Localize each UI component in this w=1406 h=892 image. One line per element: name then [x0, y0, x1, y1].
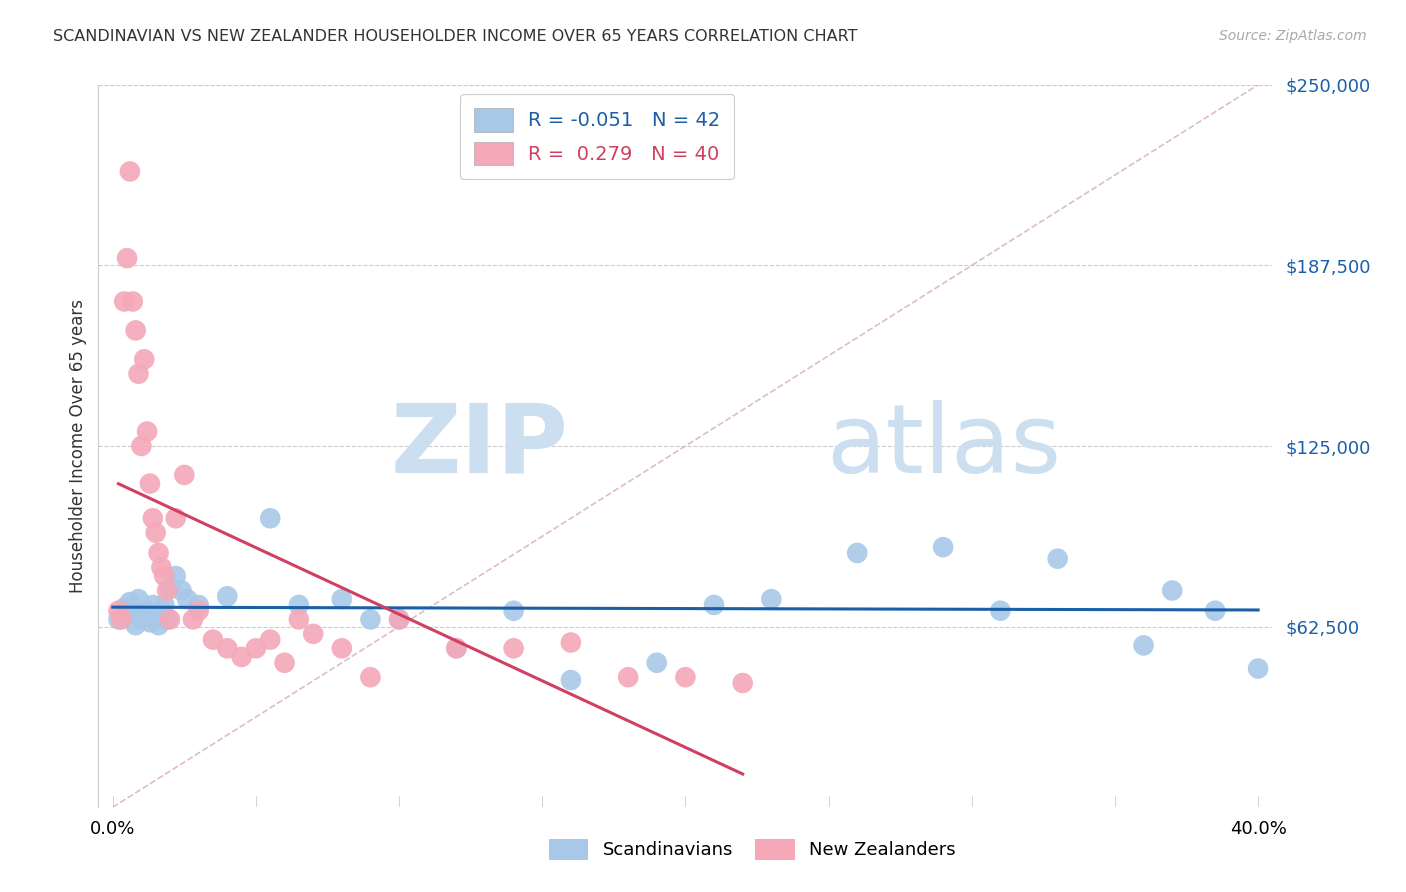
- Point: [388, 612, 411, 626]
- Point: [112, 600, 135, 615]
- Point: [359, 612, 381, 626]
- Point: [446, 641, 468, 656]
- Point: [156, 612, 179, 626]
- Point: [145, 607, 167, 621]
- Legend: R = -0.051   N = 42, R =  0.279   N = 40: R = -0.051 N = 42, R = 0.279 N = 40: [460, 95, 734, 179]
- Point: [201, 632, 224, 647]
- Point: [159, 612, 181, 626]
- Point: [124, 323, 146, 337]
- Point: [139, 615, 162, 630]
- Point: [128, 592, 150, 607]
- Point: [115, 251, 138, 265]
- Point: [446, 641, 468, 656]
- Point: [187, 598, 209, 612]
- Point: [1204, 604, 1226, 618]
- Point: [136, 425, 159, 439]
- Point: [560, 673, 582, 687]
- Point: [1161, 583, 1184, 598]
- Point: [156, 583, 179, 598]
- Point: [153, 569, 176, 583]
- Point: [124, 618, 146, 632]
- Point: [150, 604, 173, 618]
- Text: atlas: atlas: [827, 400, 1062, 492]
- Point: [846, 546, 869, 560]
- Point: [259, 511, 281, 525]
- Point: [148, 618, 170, 632]
- Point: [139, 476, 162, 491]
- Point: [231, 650, 253, 665]
- Point: [288, 598, 311, 612]
- Point: [118, 595, 141, 609]
- Point: [675, 670, 697, 684]
- Point: [560, 635, 582, 649]
- Point: [134, 352, 156, 367]
- Point: [148, 546, 170, 560]
- Point: [359, 670, 381, 684]
- Point: [217, 641, 239, 656]
- Point: [990, 604, 1012, 618]
- Text: SCANDINAVIAN VS NEW ZEALANDER HOUSEHOLDER INCOME OVER 65 YEARS CORRELATION CHART: SCANDINAVIAN VS NEW ZEALANDER HOUSEHOLDE…: [53, 29, 858, 45]
- Point: [1247, 661, 1270, 675]
- Point: [159, 581, 181, 595]
- Point: [134, 609, 156, 624]
- Point: [170, 583, 193, 598]
- Point: [388, 612, 411, 626]
- Y-axis label: Householder Income Over 65 years: Householder Income Over 65 years: [69, 299, 87, 593]
- Point: [502, 604, 524, 618]
- Point: [121, 607, 143, 621]
- Point: [181, 612, 204, 626]
- Point: [128, 367, 150, 381]
- Point: [645, 656, 668, 670]
- Point: [110, 612, 132, 626]
- Point: [107, 604, 129, 618]
- Point: [165, 511, 187, 525]
- Point: [131, 612, 153, 626]
- Point: [1132, 639, 1154, 653]
- Point: [761, 592, 783, 607]
- Point: [121, 294, 143, 309]
- Text: Source: ZipAtlas.com: Source: ZipAtlas.com: [1219, 29, 1367, 44]
- Point: [330, 641, 353, 656]
- Point: [150, 560, 173, 574]
- Point: [142, 511, 165, 525]
- Point: [273, 656, 295, 670]
- Point: [142, 598, 165, 612]
- Legend: Scandinavians, New Zealanders: Scandinavians, New Zealanders: [541, 831, 963, 867]
- Point: [245, 641, 267, 656]
- Point: [153, 598, 176, 612]
- Point: [731, 676, 754, 690]
- Point: [165, 569, 187, 583]
- Point: [217, 589, 239, 603]
- Point: [617, 670, 640, 684]
- Point: [136, 604, 159, 618]
- Point: [502, 641, 524, 656]
- Point: [288, 612, 311, 626]
- Point: [115, 604, 138, 618]
- Text: ZIP: ZIP: [389, 400, 568, 492]
- Point: [259, 632, 281, 647]
- Point: [302, 627, 325, 641]
- Point: [187, 604, 209, 618]
- Point: [703, 598, 725, 612]
- Point: [112, 294, 135, 309]
- Point: [330, 592, 353, 607]
- Point: [131, 439, 153, 453]
- Point: [1046, 551, 1069, 566]
- Point: [145, 525, 167, 540]
- Point: [107, 612, 129, 626]
- Point: [173, 467, 195, 482]
- Point: [932, 540, 955, 554]
- Point: [176, 592, 198, 607]
- Point: [118, 164, 141, 178]
